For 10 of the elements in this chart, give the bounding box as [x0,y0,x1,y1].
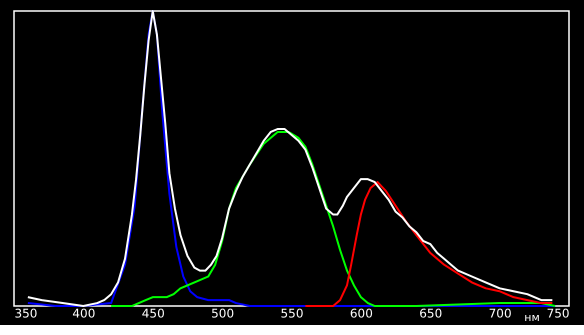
x-tick-label: 350 [14,306,38,320]
x-tick-label: 650 [419,306,442,320]
x-tick-label: 700 [488,306,512,320]
x-tick-label: 500 [211,306,234,320]
x-tick-label: 450 [142,306,165,320]
x-tick-label: 400 [72,306,96,320]
x-tick-label: 550 [280,306,304,320]
x-tick-label: 750 [546,306,570,320]
x-tick-label: 600 [350,306,373,320]
x-axis-title: нм [524,311,540,324]
